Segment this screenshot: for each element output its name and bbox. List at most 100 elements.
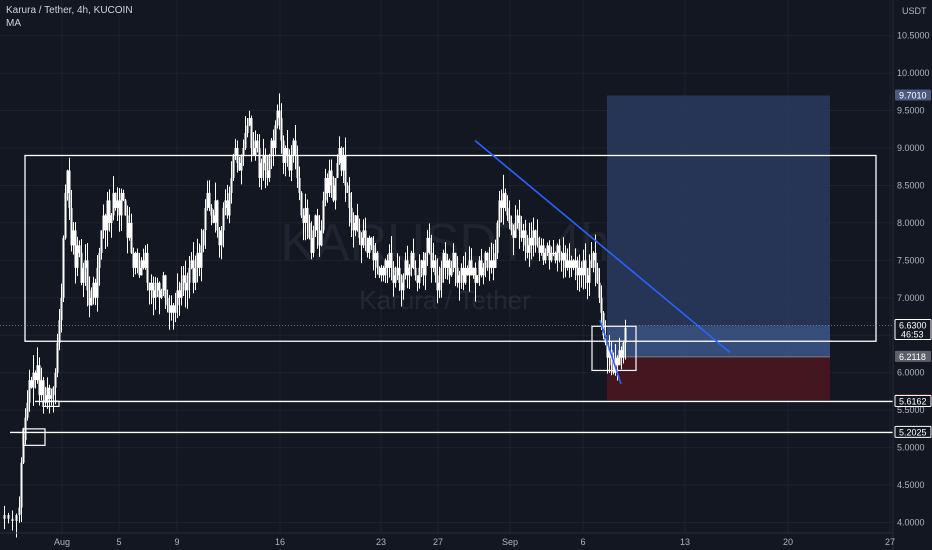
candle-body [278, 110, 281, 119]
candle [258, 134, 261, 188]
candle-body [174, 305, 177, 313]
candle [270, 138, 273, 170]
candle-body [116, 200, 119, 208]
candle [486, 252, 489, 271]
candle [478, 256, 481, 286]
candle-body [138, 267, 141, 276]
candle-body [194, 267, 197, 283]
position-profit-zone[interactable] [607, 95, 830, 357]
candle-body [214, 200, 217, 223]
watermark-name: Karura / Tether [359, 285, 531, 315]
time-tick-label: 9 [174, 537, 179, 547]
candle-body [72, 230, 75, 246]
drawings[interactable] [0, 139, 932, 446]
candle-body [388, 252, 391, 268]
candle-body [152, 282, 155, 298]
candle [540, 238, 543, 256]
range-rectangle[interactable] [24, 154, 877, 342]
candle [3, 505, 6, 530]
candle-body [58, 320, 61, 343]
candle [524, 219, 527, 261]
candle [72, 222, 75, 255]
candle [498, 190, 501, 238]
candle-body [564, 252, 567, 268]
candle [320, 220, 323, 247]
candle-body [160, 290, 163, 298]
time-axis[interactable]: Aug 5 9 16 23 27 Sep 6 13 20 27 [0, 532, 895, 547]
candle-body [312, 230, 315, 253]
candle-body [500, 200, 503, 208]
candle [484, 251, 487, 278]
candle-body [15, 515, 18, 522]
candle-body [396, 267, 399, 276]
candle-body [600, 297, 603, 313]
candle [312, 225, 315, 258]
candle-body [484, 252, 487, 268]
candle [296, 145, 299, 188]
candle [52, 386, 55, 413]
long-position-tool[interactable] [607, 95, 830, 401]
highlight-box[interactable] [42, 400, 60, 408]
candle-body [66, 170, 69, 193]
indicator-label[interactable]: MA [6, 18, 21, 29]
candle [466, 265, 469, 276]
candle [356, 203, 359, 232]
candle [418, 254, 421, 289]
candle-body [608, 350, 611, 358]
price-tag-label: 6.6300 [899, 321, 927, 331]
candle-body [158, 282, 161, 298]
candle-body [580, 267, 583, 276]
candle [220, 226, 223, 260]
candle-body [260, 162, 263, 178]
candle [456, 256, 459, 288]
candle [558, 239, 561, 263]
trend-line[interactable] [474, 139, 731, 354]
trend-line[interactable] [599, 320, 622, 385]
candle-body [598, 282, 601, 298]
candle [572, 259, 575, 271]
candle [348, 177, 351, 227]
position-loss-zone[interactable] [607, 356, 830, 401]
price-tick-label: 8.5000 [897, 180, 925, 190]
candle-body [324, 177, 327, 201]
time-tick-label: 20 [783, 537, 793, 547]
symbol-title[interactable]: Karura / Tether, 4h, KUCOIN [6, 5, 133, 16]
candle-body [412, 252, 415, 268]
candle [406, 245, 409, 289]
price-tick-label: 8.0000 [897, 218, 925, 228]
candle-body [342, 155, 345, 171]
candle [94, 278, 97, 306]
candle [54, 368, 57, 405]
candle-body [76, 245, 79, 268]
candle [582, 249, 585, 290]
candle [76, 236, 79, 277]
candle [224, 189, 227, 216]
price-axis[interactable]: 10.5000 10.0000 9.5000 9.0000 8.5000 8.0000 7.… [892, 0, 932, 550]
candle [328, 159, 331, 197]
candle [518, 199, 521, 249]
candle-body [68, 170, 71, 208]
candle-body [70, 207, 73, 246]
time-tick-label: 6 [580, 537, 585, 547]
candle [526, 234, 529, 259]
candle-body [414, 267, 417, 276]
highlight-box[interactable] [591, 325, 637, 372]
candle [82, 262, 85, 298]
candle [434, 254, 437, 283]
candle-body [208, 192, 211, 208]
candle-body [480, 260, 483, 276]
candle-body [80, 252, 83, 283]
candle-body [354, 215, 357, 231]
price-tick-label: 10.5000 [897, 31, 930, 41]
candle [432, 242, 435, 273]
candle [114, 192, 117, 211]
candle [210, 204, 213, 226]
candle [366, 237, 369, 258]
candle-body [446, 260, 449, 268]
candle [122, 189, 125, 202]
candle-body [542, 245, 545, 261]
highlight-box[interactable] [22, 428, 46, 446]
candle [112, 176, 115, 221]
candle [74, 222, 77, 284]
